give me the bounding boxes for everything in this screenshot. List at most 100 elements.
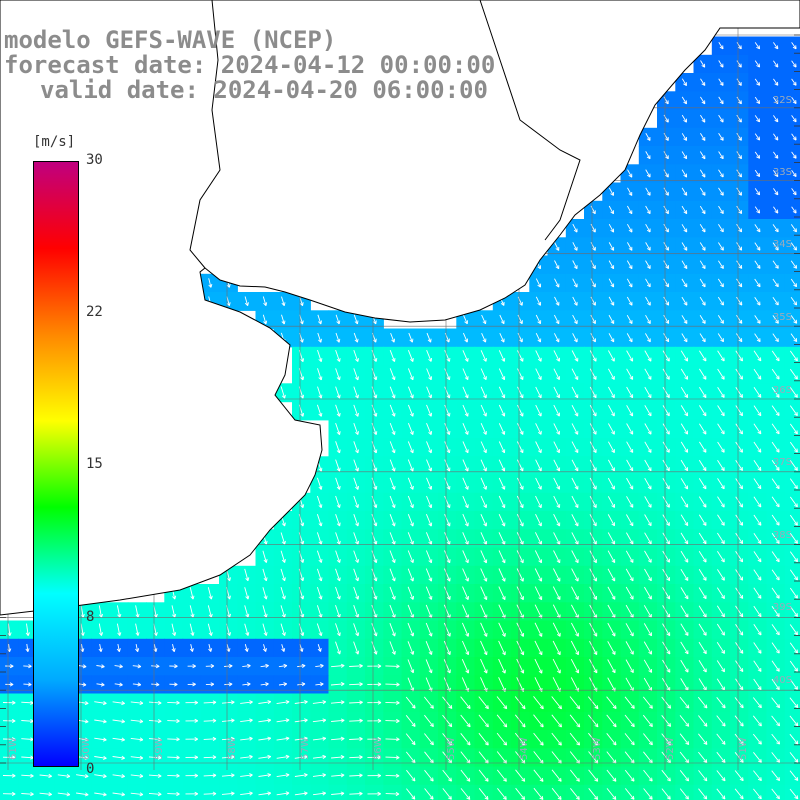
wind-arrow-head — [628, 266, 633, 270]
wind-arrow — [700, 78, 706, 86]
wind-arrow-head — [756, 138, 760, 141]
wind-arrow — [551, 751, 562, 764]
wind-arrow-head — [302, 522, 305, 527]
wind-arrow-head — [612, 724, 617, 728]
wind-arrow-head — [176, 757, 180, 760]
wind-arrow-head — [432, 795, 434, 800]
wind-arrow — [608, 386, 615, 398]
wind-arrow-head — [648, 670, 652, 673]
wind-arrow-head — [394, 559, 396, 563]
wind-arrow-head — [247, 632, 250, 636]
wind-arrow-head — [391, 633, 396, 637]
wind-arrow-head — [11, 755, 16, 758]
wind-arrow-head — [302, 302, 304, 306]
wind-arrow-head — [230, 700, 235, 703]
wind-arrow — [316, 586, 322, 600]
wind-arrow — [389, 550, 396, 563]
wind-arrow — [679, 696, 690, 709]
wind-arrow-head — [593, 542, 597, 545]
wind-arrow-head — [411, 706, 416, 709]
wind-arrow-head — [629, 358, 633, 362]
wind-arrow — [607, 532, 615, 545]
wind-arrow-head — [283, 683, 288, 687]
wind-arrow-head — [501, 358, 505, 362]
wind-arrow — [316, 495, 322, 508]
wind-arrow — [627, 169, 633, 178]
wind-arrow-head — [446, 358, 450, 362]
wind-arrow — [21, 738, 34, 740]
wind-arrow-head — [630, 706, 635, 709]
wind-arrow — [644, 477, 652, 490]
wind-arrow-head — [320, 485, 323, 490]
wind-arrow-head — [375, 577, 378, 582]
wind-arrow — [335, 641, 341, 655]
wind-arrow-head — [320, 595, 323, 600]
wind-arrow-head — [428, 523, 432, 527]
wind-arrow-head — [684, 670, 689, 673]
wind-arrow — [662, 368, 670, 380]
wind-arrow — [771, 478, 780, 489]
wind-arrow-head — [82, 666, 87, 669]
wind-arrow — [444, 514, 451, 527]
wind-arrow — [791, 151, 797, 159]
wind-arrow — [316, 514, 322, 527]
wind-arrow — [572, 260, 578, 269]
wind-arrow — [680, 641, 689, 655]
wind-arrow-head — [394, 485, 396, 490]
wind-arrow-head — [428, 505, 432, 509]
wind-arrow — [699, 151, 706, 160]
wind-arrow-head — [228, 663, 233, 667]
wind-arrow-head — [265, 302, 268, 306]
wind-arrow-head — [410, 578, 414, 582]
wind-arrow-head — [66, 775, 71, 779]
wind-arrow-head — [760, 722, 762, 727]
wind-arrow — [681, 187, 688, 196]
wind-arrow-head — [101, 664, 105, 668]
wind-arrow-head — [775, 321, 779, 324]
wind-arrow-head — [410, 670, 414, 674]
wind-arrow — [589, 441, 597, 453]
wind-arrow-head — [212, 756, 217, 760]
wind-arrow-head — [117, 614, 121, 618]
wind-arrow — [480, 350, 487, 362]
wind-arrow — [644, 386, 652, 398]
wind-arrow-head — [262, 648, 267, 652]
wind-arrow-head — [428, 395, 432, 399]
wind-arrow-head — [669, 795, 671, 800]
wind-arrow-head — [520, 560, 524, 564]
wind-arrow-head — [318, 395, 322, 399]
wind-arrow-head — [336, 541, 340, 545]
wind-arrow-head — [501, 432, 505, 435]
wind-arrow-head — [30, 739, 34, 742]
wind-arrow — [262, 623, 267, 636]
wind-arrow-head — [119, 632, 122, 636]
wind-arrow — [498, 495, 506, 508]
wind-arrow — [625, 641, 634, 655]
wind-arrow-head — [701, 284, 706, 288]
wind-arrow — [407, 423, 414, 435]
wind-arrow-head — [592, 229, 596, 233]
wind-arrow-head — [702, 633, 707, 636]
wind-arrow-head — [465, 541, 469, 545]
wind-arrow — [240, 719, 253, 723]
wind-arrow — [735, 423, 743, 435]
wind-arrow-head — [760, 740, 762, 745]
wind-arrow — [717, 514, 725, 526]
wind-arrow-head — [703, 706, 708, 709]
wind-arrow-head — [720, 229, 724, 233]
wind-arrow-head — [85, 719, 89, 723]
wind-arrow — [385, 683, 400, 686]
wind-arrow-head — [503, 706, 507, 710]
wind-arrow-head — [775, 377, 780, 380]
wind-arrow — [167, 793, 180, 795]
wind-arrow-head — [684, 432, 688, 435]
wind-arrow-head — [778, 777, 781, 781]
wind-arrow-head — [301, 682, 306, 685]
wind-arrow — [772, 242, 779, 251]
wind-arrow — [607, 550, 616, 563]
wind-arrow — [626, 386, 633, 398]
wind-arrow-head — [263, 541, 267, 545]
wind-arrow-head — [119, 682, 123, 686]
wind-arrow-head — [121, 757, 125, 760]
wind-arrow-head — [628, 339, 633, 343]
